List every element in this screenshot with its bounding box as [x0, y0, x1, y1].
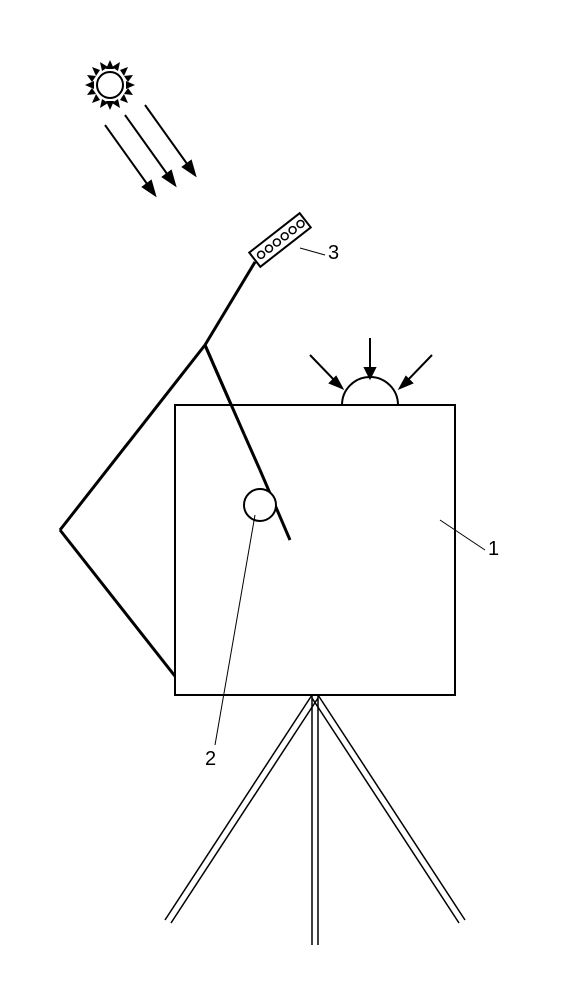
- main-box: [175, 405, 455, 695]
- dome-arrows: [310, 338, 432, 388]
- sunlight-arrows: [105, 105, 195, 195]
- label-1: 1: [488, 538, 499, 561]
- diagram-svg: [0, 0, 583, 1000]
- tripod: [165, 695, 465, 945]
- label-3: 3: [328, 242, 339, 265]
- dome-sensor: [342, 377, 398, 405]
- pivot-circle: [244, 489, 276, 521]
- sensor-panel: [249, 213, 311, 267]
- label-2: 2: [205, 748, 216, 771]
- sun-icon: [85, 60, 135, 110]
- leader-3: [300, 248, 325, 255]
